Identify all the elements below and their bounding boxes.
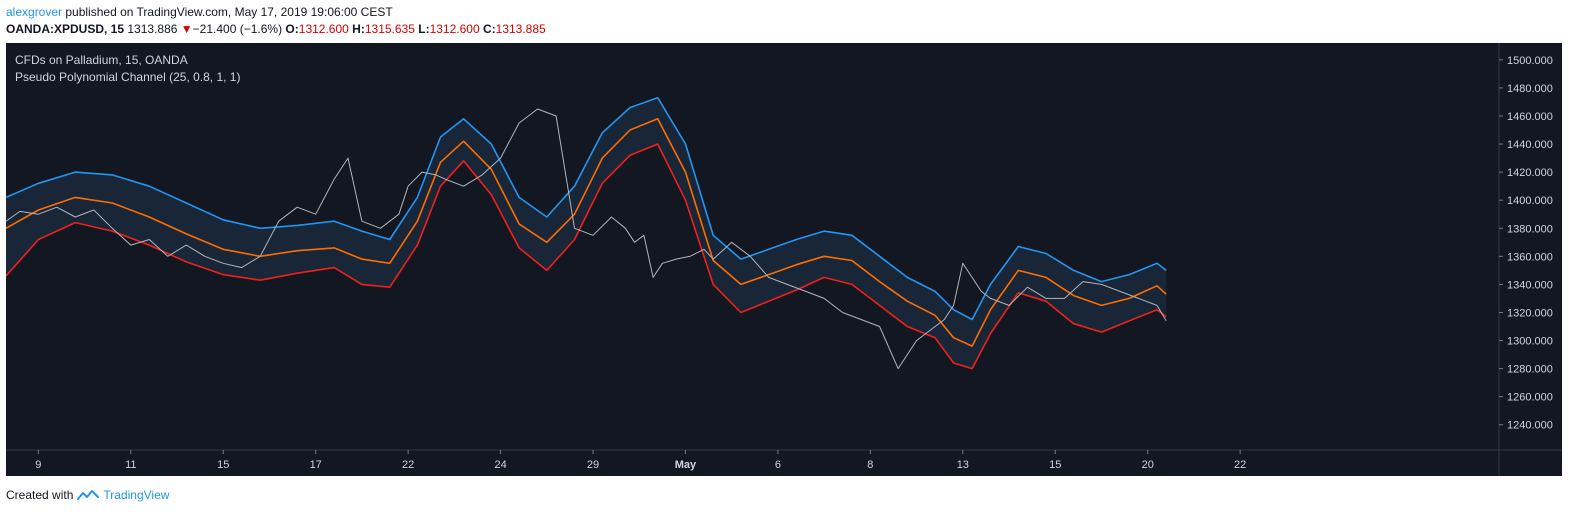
symbol-label: OANDA:XPDUSD, 15 xyxy=(6,22,125,36)
tradingview-logo-icon xyxy=(77,490,100,500)
x-tick-label: 22 xyxy=(1234,459,1246,471)
low-label: L: xyxy=(418,22,430,36)
y-tick-label: 1400.000 xyxy=(1507,195,1553,207)
x-tick-label: 13 xyxy=(957,459,969,471)
high-value: 1315.635 xyxy=(364,22,415,36)
close-value: 1313.885 xyxy=(495,22,546,36)
x-tick-label: 24 xyxy=(494,459,506,471)
y-tick-label: 1360.000 xyxy=(1507,251,1553,263)
author-link[interactable]: alexgrover xyxy=(6,5,63,19)
published-text: published on TradingView.com, May 17, 20… xyxy=(62,5,393,19)
lower-band-line xyxy=(6,143,1167,370)
channel-fill xyxy=(6,97,1167,369)
open-label: O: xyxy=(285,22,299,36)
x-tick-label: 11 xyxy=(125,459,136,471)
price-line xyxy=(6,108,1167,370)
high-label: H: xyxy=(352,22,365,36)
footer: Created with TradingView xyxy=(6,488,169,502)
y-tick-label: 1460.000 xyxy=(1507,111,1553,123)
price-chart[interactable]: 1240.000 1260.000 1280.000 1300.000 1320.000… xyxy=(6,43,1562,476)
tradingview-link[interactable]: TradingView xyxy=(103,488,170,502)
last-price: 1313.886 xyxy=(127,22,178,36)
price-change: −21.400 (−1.6%) xyxy=(192,22,283,36)
triangle-down-icon: ▼ xyxy=(180,22,193,36)
y-tick-label: 1340.000 xyxy=(1507,279,1553,291)
middle-line xyxy=(6,118,1167,347)
y-tick-label: 1480.000 xyxy=(1507,83,1553,95)
x-tick-label: 15 xyxy=(217,459,229,471)
upper-band-line xyxy=(6,96,1167,321)
x-tick-label: 8 xyxy=(867,459,873,471)
x-tick-label: May xyxy=(675,459,697,471)
x-tick-label: 9 xyxy=(35,459,41,471)
y-tick-label: 1320.000 xyxy=(1507,307,1553,319)
y-tick-label: 1300.000 xyxy=(1507,336,1553,348)
open-value: 1312.600 xyxy=(298,22,349,36)
x-tick-label: 20 xyxy=(1142,459,1154,471)
y-tick-label: 1380.000 xyxy=(1507,223,1553,235)
x-tick-label: 6 xyxy=(775,459,781,471)
quote-line: OANDA:XPDUSD, 15 1313.886 ▼−21.400 (−1.6… xyxy=(6,22,546,36)
y-tick-label: 1500.000 xyxy=(1507,55,1553,67)
created-with-text: Created with xyxy=(6,488,74,502)
x-tick-label: 29 xyxy=(587,459,599,471)
y-tick-label: 1260.000 xyxy=(1507,392,1553,404)
x-tick-label: 17 xyxy=(310,459,322,471)
close-label: C: xyxy=(482,22,496,36)
y-tick-label: 1240.000 xyxy=(1507,420,1553,432)
indicator-label: Pseudo Polynomial Channel (25, 0.8, 1, 1… xyxy=(15,70,240,84)
low-value: 1312.600 xyxy=(429,22,480,36)
y-tick-label: 1280.000 xyxy=(1507,364,1553,376)
y-tick-label: 1420.000 xyxy=(1507,167,1553,179)
published-line: alexgrover published on TradingView.com,… xyxy=(6,5,393,19)
x-tick-label: 15 xyxy=(1049,459,1061,471)
x-tick-label: 22 xyxy=(402,459,414,471)
chart-title: CFDs on Palladium, 15, OANDA xyxy=(15,53,188,67)
y-tick-label: 1440.000 xyxy=(1507,139,1553,151)
